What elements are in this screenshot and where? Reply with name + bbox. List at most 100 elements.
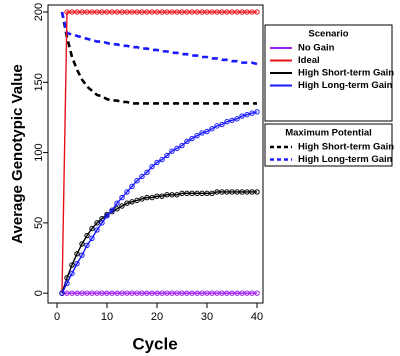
data-point bbox=[169, 148, 175, 154]
y-tick-label: 150 bbox=[33, 73, 45, 91]
data-point bbox=[129, 199, 135, 205]
data-point bbox=[204, 128, 210, 135]
data-point bbox=[174, 290, 180, 296]
data-point bbox=[234, 9, 240, 15]
data-point bbox=[59, 290, 65, 296]
y-axis-title: Average Genotypic Value bbox=[9, 64, 26, 244]
data-point bbox=[94, 9, 100, 15]
data-point bbox=[89, 290, 95, 296]
data-point bbox=[74, 9, 80, 15]
data-point bbox=[124, 189, 130, 195]
data-point bbox=[164, 290, 170, 296]
data-point bbox=[239, 9, 245, 15]
data-point bbox=[204, 290, 210, 296]
data-point bbox=[224, 118, 230, 125]
data-point bbox=[174, 145, 180, 152]
data-point bbox=[239, 113, 245, 119]
data-point bbox=[204, 190, 210, 197]
data-point bbox=[199, 130, 205, 136]
data-point bbox=[124, 9, 130, 15]
data-point bbox=[139, 9, 145, 15]
data-point bbox=[229, 9, 235, 15]
plot-frame bbox=[47, 4, 264, 304]
data-point bbox=[224, 9, 230, 15]
legend-label: High Short-term Gain bbox=[298, 142, 394, 153]
data-point bbox=[179, 142, 185, 149]
series-line bbox=[60, 11, 257, 105]
data-point bbox=[84, 9, 90, 15]
data-point bbox=[189, 190, 195, 197]
data-point bbox=[234, 116, 240, 122]
data-point bbox=[154, 193, 160, 199]
data-point bbox=[109, 290, 115, 296]
data-point bbox=[189, 290, 195, 296]
data-point bbox=[89, 225, 95, 232]
x-tick-label: 10 bbox=[101, 311, 113, 323]
data-point bbox=[164, 9, 170, 15]
data-point bbox=[209, 125, 215, 132]
data-point bbox=[129, 183, 135, 190]
y-tick-label: 200 bbox=[33, 3, 45, 21]
data-point bbox=[244, 9, 250, 15]
legend-title: Scenario bbox=[308, 29, 348, 40]
series-line bbox=[61, 191, 257, 294]
y-tick-label: 50 bbox=[33, 217, 45, 229]
data-point bbox=[159, 193, 165, 199]
data-point bbox=[254, 189, 260, 195]
data-point bbox=[174, 192, 180, 198]
data-point bbox=[109, 9, 115, 15]
y-tick-label: 0 bbox=[33, 290, 45, 296]
data-point bbox=[139, 196, 145, 202]
data-point bbox=[144, 169, 150, 175]
data-point bbox=[209, 290, 215, 296]
data-point bbox=[124, 290, 130, 296]
data-point bbox=[94, 220, 100, 226]
data-point bbox=[229, 189, 235, 195]
data-point bbox=[149, 290, 155, 296]
data-point bbox=[199, 290, 205, 296]
data-point bbox=[209, 190, 215, 197]
data-point bbox=[89, 235, 95, 242]
data-point bbox=[189, 9, 195, 15]
data-point bbox=[159, 9, 165, 15]
data-point bbox=[169, 192, 175, 198]
data-point bbox=[254, 109, 260, 115]
data-point bbox=[249, 9, 255, 15]
legend-label: High Long-term Gain bbox=[298, 154, 393, 165]
data-point bbox=[114, 290, 120, 296]
data-point bbox=[159, 156, 165, 163]
data-point bbox=[159, 290, 165, 296]
data-point bbox=[199, 190, 205, 197]
data-point bbox=[139, 290, 145, 296]
data-point bbox=[169, 9, 175, 15]
x-axis-title: Cycle bbox=[132, 334, 177, 353]
data-point bbox=[244, 111, 250, 118]
series-line bbox=[61, 111, 258, 294]
data-point bbox=[219, 189, 225, 195]
data-point bbox=[114, 200, 120, 206]
data-point bbox=[119, 9, 125, 15]
data-point bbox=[79, 290, 85, 296]
data-point bbox=[74, 290, 80, 296]
data-point bbox=[214, 123, 220, 129]
data-point bbox=[214, 9, 220, 15]
series-line bbox=[60, 11, 258, 66]
data-point bbox=[69, 270, 75, 277]
data-point bbox=[219, 290, 225, 296]
x-tick-label: 20 bbox=[151, 311, 163, 323]
data-point bbox=[134, 290, 140, 296]
data-point bbox=[204, 9, 210, 15]
data-point bbox=[129, 290, 135, 296]
data-point bbox=[64, 290, 70, 296]
data-point bbox=[244, 290, 250, 296]
data-point bbox=[179, 190, 185, 197]
data-point bbox=[104, 9, 110, 15]
data-point bbox=[154, 290, 160, 296]
data-point bbox=[234, 189, 240, 195]
data-point bbox=[64, 280, 70, 287]
data-point bbox=[114, 9, 120, 15]
data-point bbox=[199, 9, 205, 15]
data-point bbox=[184, 9, 190, 15]
data-point bbox=[129, 9, 135, 15]
data-point bbox=[249, 290, 255, 296]
